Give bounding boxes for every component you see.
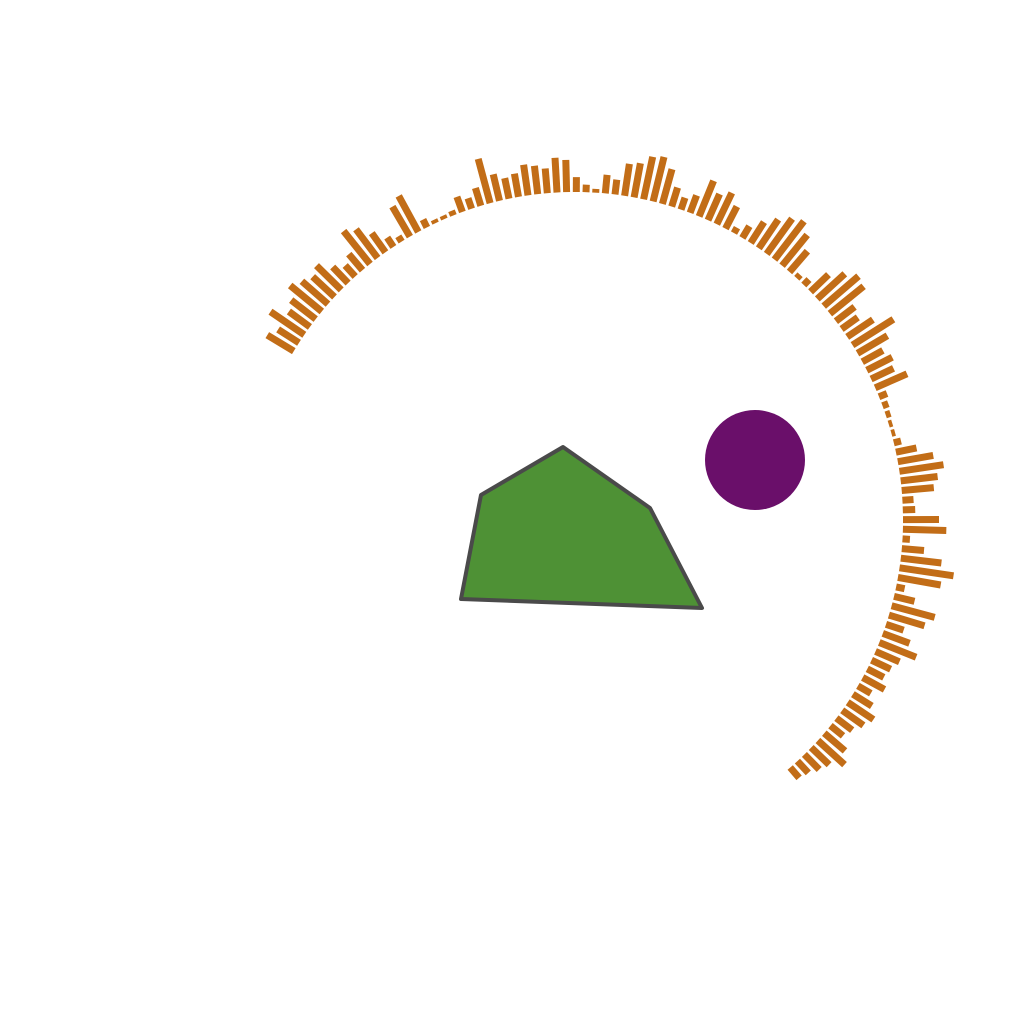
radial-bar	[898, 455, 933, 461]
radial-bar	[615, 180, 617, 195]
radial-bar	[625, 164, 630, 196]
radial-bar	[898, 577, 941, 585]
radial-bar	[886, 624, 904, 630]
radial-bar	[734, 228, 737, 233]
radial-bar	[894, 441, 901, 443]
radial-bar	[902, 549, 924, 551]
radial-bar	[901, 477, 938, 481]
radial-bar	[896, 448, 917, 452]
radial-bar	[804, 280, 809, 285]
radial-bar	[891, 432, 895, 433]
radial-bar	[690, 195, 697, 212]
radial-bar	[902, 488, 934, 491]
radial-bar	[605, 175, 607, 194]
radial-bar	[899, 465, 943, 472]
radial-bar	[886, 413, 891, 415]
radial-bar-arc	[267, 157, 953, 778]
radial-bar	[901, 558, 942, 563]
radial-bar	[434, 220, 436, 223]
radial-bar	[883, 404, 889, 406]
radial-bar	[475, 188, 480, 206]
radial-bar	[896, 587, 905, 589]
radial-bar	[831, 726, 844, 736]
radial-bar	[858, 686, 871, 694]
radial-bar	[468, 198, 472, 209]
radial-bar	[902, 500, 913, 501]
radial-bar	[790, 768, 799, 778]
radial-bar	[398, 236, 401, 241]
radial-bar	[797, 761, 808, 773]
radial-bar	[524, 165, 528, 196]
radial-bar	[644, 157, 653, 200]
radial-bar	[672, 188, 678, 207]
radial-bar	[872, 660, 891, 669]
radial-bar	[345, 266, 355, 277]
radial-bar	[903, 529, 946, 530]
radial-bar	[797, 275, 800, 279]
radial-bar	[894, 596, 915, 601]
radial-bar	[545, 169, 547, 194]
green-polygon	[461, 447, 702, 608]
radial-bar	[900, 568, 954, 576]
radial-bar	[867, 669, 884, 678]
radial-bar	[889, 423, 893, 424]
radial-bar	[879, 394, 887, 397]
radial-bar	[443, 216, 445, 219]
radial-bar	[452, 211, 454, 216]
radial-bar	[514, 174, 518, 197]
radial-bar	[387, 238, 393, 247]
radial-bar	[423, 220, 427, 228]
radial-bar	[742, 226, 749, 238]
radial-bar	[681, 198, 685, 210]
radial-bar	[505, 178, 509, 199]
radial-bar	[493, 174, 499, 201]
radial-bar	[534, 166, 537, 194]
radial-bar	[555, 158, 557, 193]
purple-circle	[705, 410, 805, 510]
radial-bar	[903, 539, 910, 540]
radial-bar	[457, 197, 463, 212]
radial-bar	[634, 163, 640, 197]
radial-bar	[566, 160, 567, 192]
